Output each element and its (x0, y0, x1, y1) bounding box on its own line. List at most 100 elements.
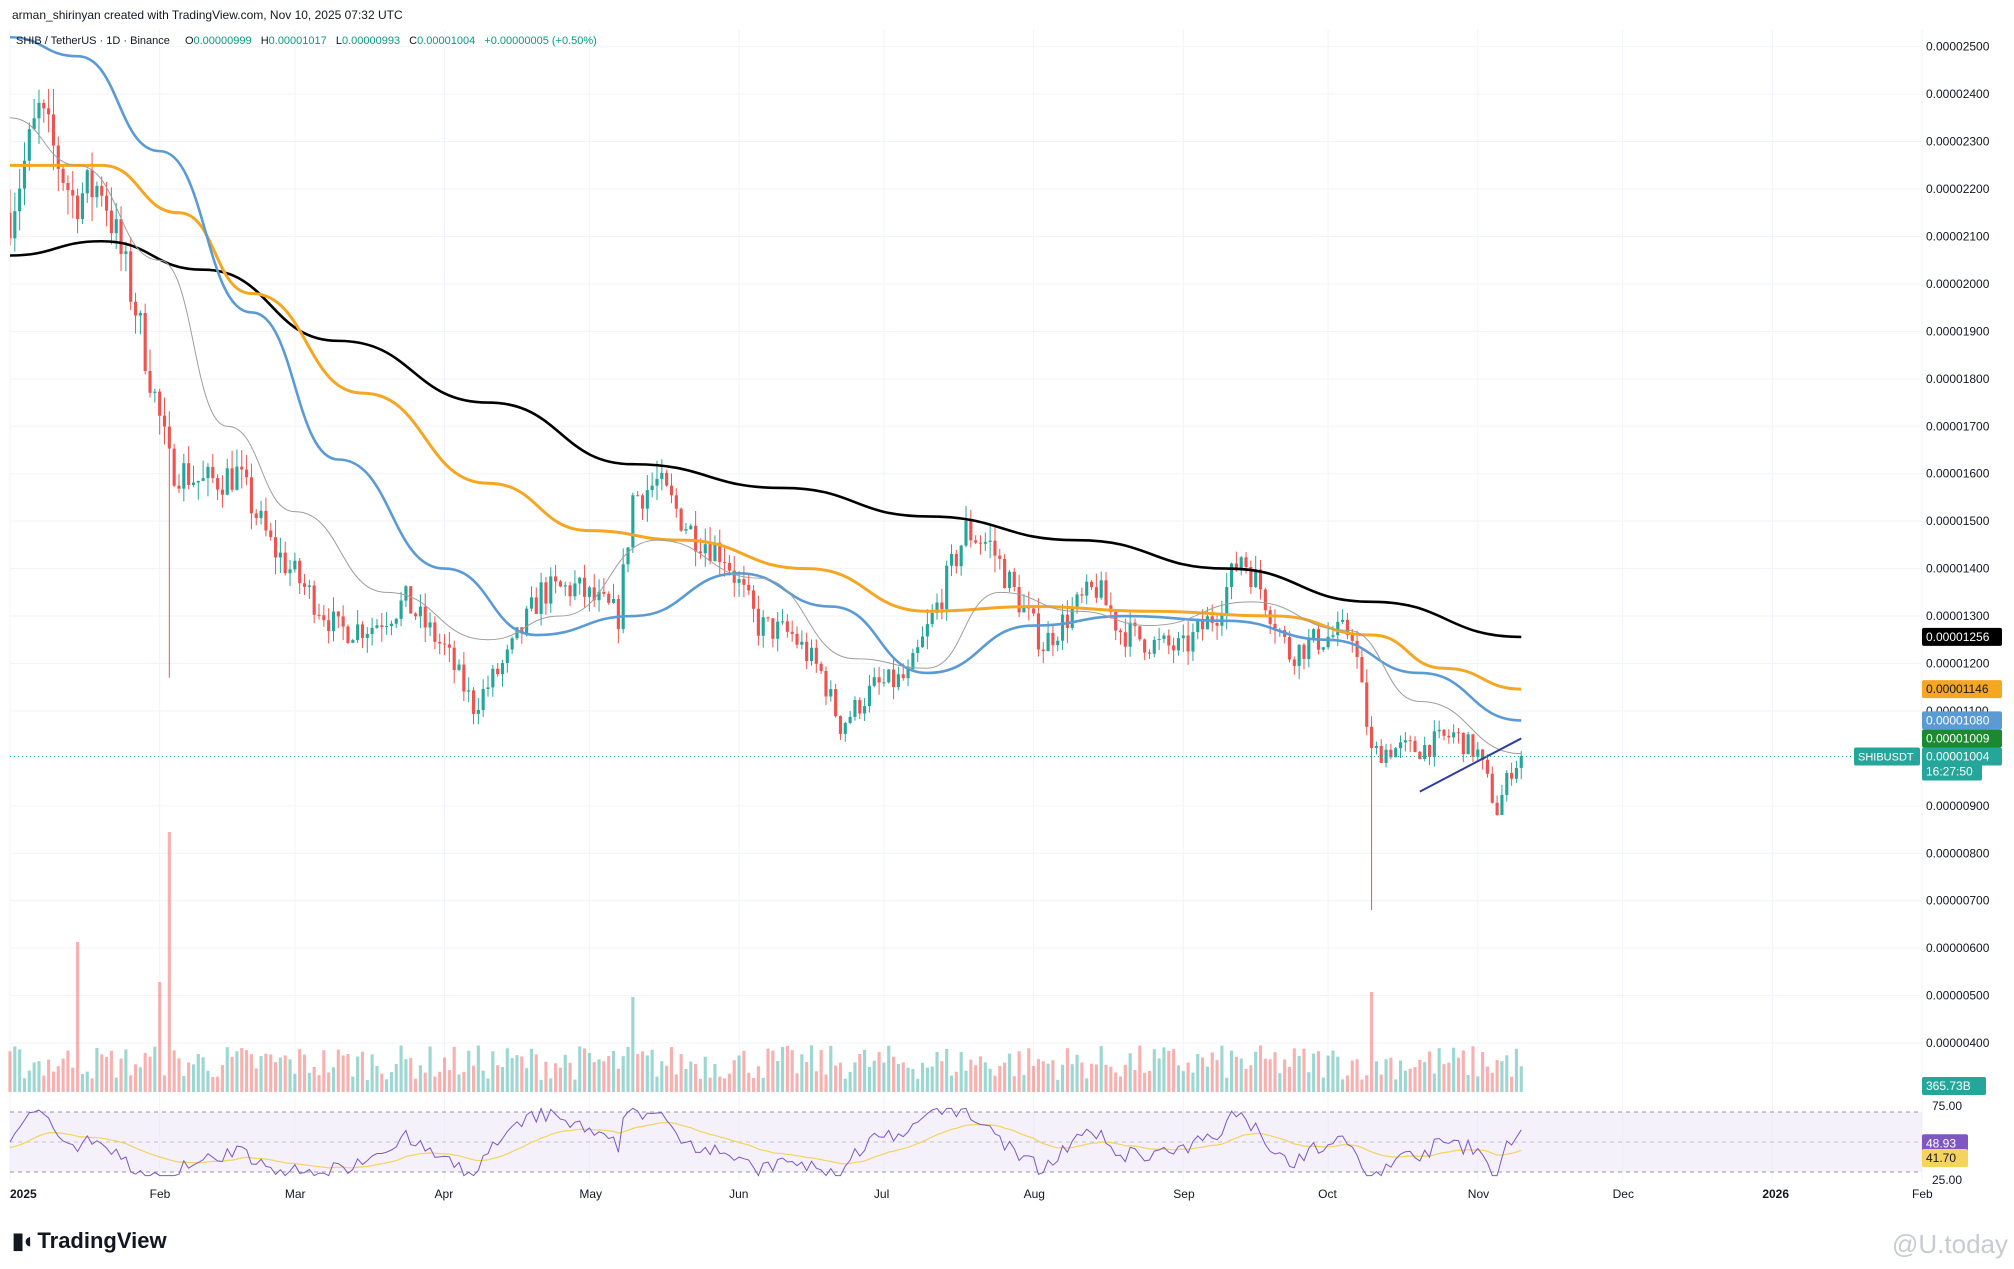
candle-body (1336, 621, 1340, 636)
candle-body (259, 510, 263, 519)
volume-bar (954, 1071, 958, 1092)
rsi-ma-value-tag-bg (1922, 1148, 1968, 1167)
price-tick-label: 0.00001900 (1926, 324, 1990, 338)
volume-bar (655, 1076, 659, 1092)
candle-body (196, 480, 200, 483)
volume-bar (182, 1076, 186, 1092)
time-axis: 2025 Feb Mar Apr May Jun Jul Aug Sep Oct Nov Dec 202… (10, 1187, 1933, 1201)
volume-bar (389, 1072, 394, 1092)
candle-body (737, 579, 741, 583)
volume-bar (18, 1049, 22, 1092)
candle-body (1109, 605, 1113, 612)
countdown-tag-text: 16:27:50 (1926, 764, 1973, 778)
volume-bar (611, 1050, 616, 1092)
moving-averages (10, 35, 1922, 793)
volume-bar (819, 1050, 823, 1092)
volume-bar (1471, 1046, 1475, 1092)
candle-body (1157, 638, 1161, 640)
candle-body (1152, 639, 1156, 654)
volume-bar (211, 1077, 215, 1092)
volume-bar (245, 1050, 249, 1092)
volume-bar (1350, 1060, 1354, 1092)
time-tick-label: May (579, 1187, 602, 1201)
candle-body (684, 529, 688, 531)
volume-bar (790, 1050, 794, 1092)
volume-bar (283, 1055, 287, 1092)
volume-bar (587, 1052, 591, 1092)
volume-bar (978, 1056, 983, 1092)
volume-bar (220, 1065, 225, 1092)
candle-body (1500, 794, 1504, 815)
symbol-info[interactable]: SHIB / TetherUS · 1D · Binance (16, 35, 170, 47)
volume-bar (520, 1056, 524, 1092)
volume-bar (694, 1063, 698, 1092)
volume-bar (129, 1075, 133, 1092)
candle-body (1017, 586, 1021, 613)
volume-bar (1133, 1070, 1137, 1092)
volume-bar (945, 1048, 949, 1092)
candle-body (1442, 729, 1446, 736)
rsi-value-tag-bg (1922, 1134, 1968, 1153)
volume-bar (1239, 1058, 1243, 1092)
candle-body (640, 495, 645, 509)
candle-body (582, 577, 587, 597)
candle-body (1365, 682, 1369, 727)
candle-body (829, 689, 833, 697)
volume-bar (1070, 1064, 1074, 1092)
volume-bar (467, 1050, 471, 1092)
candle-body (158, 391, 162, 416)
volume-bar (843, 1078, 847, 1092)
volume-bar (776, 1060, 780, 1092)
volume-bar (346, 1054, 350, 1092)
volume-bar (61, 1058, 65, 1092)
volume-bar (568, 1062, 572, 1092)
volume-bar (240, 1048, 244, 1092)
volume-bar (500, 1066, 505, 1092)
candle-body (1403, 740, 1407, 743)
candle-body (235, 466, 239, 490)
candle-body (423, 606, 427, 628)
volume-bar (302, 1054, 307, 1092)
candle-body (978, 542, 983, 544)
volume-bar (327, 1072, 331, 1092)
tradingview-wordmark: TradingView (37, 1228, 167, 1253)
volume-bar (85, 1071, 89, 1092)
volume-bar (558, 1067, 562, 1092)
volume-bar (365, 1079, 369, 1092)
volume-bar (1316, 1051, 1321, 1092)
volume-bar (1336, 1056, 1340, 1092)
candle-body (1461, 732, 1465, 755)
symbol-tag: SHIBUSDT (1854, 747, 1920, 766)
candle-body (911, 653, 915, 670)
volume-bar (636, 1054, 640, 1092)
volume-bar (529, 1048, 534, 1092)
volume-bar (476, 1045, 480, 1092)
volume-bar (713, 1063, 717, 1092)
volume-bar (780, 1046, 785, 1092)
candle-body (486, 687, 490, 689)
candle-body (1225, 586, 1229, 616)
volume-bar (385, 1079, 389, 1092)
volume-bar (1302, 1048, 1306, 1092)
volume-bar (452, 1046, 456, 1092)
volume-bar (1205, 1066, 1209, 1092)
candle-body (1249, 567, 1253, 588)
trendline (1419, 737, 1522, 793)
candle-body (1123, 632, 1127, 647)
candle-body (1476, 749, 1480, 757)
volume-bar (872, 1060, 876, 1092)
volume-bar (906, 1067, 910, 1092)
candle-body (1341, 619, 1345, 622)
candle-body (100, 185, 104, 196)
tradingview-logo[interactable]: ▮◖ TradingView (12, 1228, 167, 1254)
candle-body (1437, 729, 1441, 732)
volume-bar (264, 1053, 268, 1092)
candle-body (1147, 652, 1152, 654)
volume-bar (216, 1076, 220, 1092)
symbol-tag-bg (1854, 747, 1920, 766)
candle-body (805, 641, 809, 662)
time-tick-label: Sep (1173, 1187, 1195, 1201)
time-tick-label: Jun (729, 1187, 748, 1201)
volume-bar (1514, 1048, 1518, 1092)
